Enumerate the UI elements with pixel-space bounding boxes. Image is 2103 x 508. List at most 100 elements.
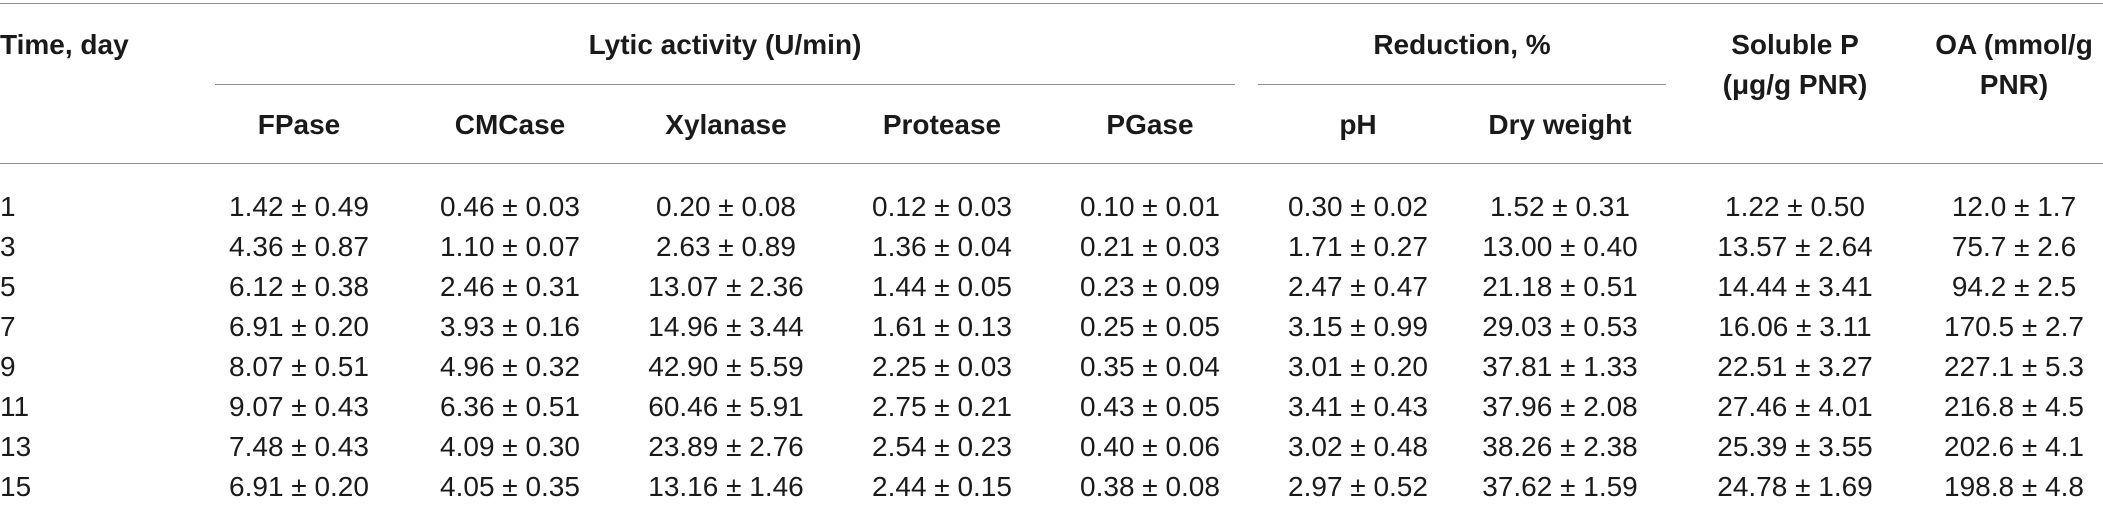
soluble-p-cell: 25.39 ± 3.55 xyxy=(1717,431,1873,462)
header-lytic-activity: Lytic activity (U/min) xyxy=(588,29,862,60)
header-reduction: Reduction, % xyxy=(1373,29,1551,60)
reduction-group-rule xyxy=(1258,84,1666,85)
pgase-cell: 0.43 ± 0.05 xyxy=(1080,391,1220,422)
xylanase-cell: 60.46 ± 5.91 xyxy=(648,391,804,422)
header-protease: Protease xyxy=(882,109,1002,140)
cmcase-cell: 1.10 ± 0.07 xyxy=(440,231,580,262)
dry-weight-cell: 37.81 ± 1.33 xyxy=(1482,351,1638,382)
protease-cell: 2.44 ± 0.15 xyxy=(872,471,1012,502)
header-xylanase: Xylanase xyxy=(665,109,787,140)
header-ph: pH xyxy=(1339,109,1377,140)
soluble-p-cell: 22.51 ± 3.27 xyxy=(1717,351,1873,382)
time-cell: 9 xyxy=(0,351,16,382)
ph-cell: 2.97 ± 0.52 xyxy=(1288,471,1428,502)
header-soluble-p-line2: (μg/g PNR) xyxy=(1722,69,1868,100)
time-cell: 11 xyxy=(0,391,30,422)
cmcase-cell: 4.09 ± 0.30 xyxy=(440,431,580,462)
fpase-cell: 6.12 ± 0.38 xyxy=(229,271,369,302)
time-cell: 5 xyxy=(0,271,16,302)
oa-cell: 198.8 ± 4.8 xyxy=(1944,471,2084,502)
pgase-cell: 0.35 ± 0.04 xyxy=(1080,351,1220,382)
xylanase-cell: 13.07 ± 2.36 xyxy=(648,271,804,302)
time-cell: 1 xyxy=(0,191,16,222)
time-cell: 15 xyxy=(0,471,32,502)
ph-cell: 0.30 ± 0.02 xyxy=(1288,191,1428,222)
time-cell: 7 xyxy=(0,311,16,342)
protease-cell: 1.61 ± 0.13 xyxy=(872,311,1012,342)
header-oa-line2: PNR) xyxy=(1979,69,2049,100)
oa-cell: 94.2 ± 2.5 xyxy=(1951,271,2077,302)
header-soluble-p-line1: Soluble P xyxy=(1731,29,1859,60)
fpase-cell: 1.42 ± 0.49 xyxy=(229,191,369,222)
dry-weight-cell: 21.18 ± 0.51 xyxy=(1482,271,1638,302)
time-cell: 3 xyxy=(0,231,16,262)
dry-weight-cell: 13.00 ± 0.40 xyxy=(1482,231,1638,262)
fpase-cell: 6.91 ± 0.20 xyxy=(229,471,369,502)
cmcase-cell: 3.93 ± 0.16 xyxy=(440,311,580,342)
xylanase-cell: 42.90 ± 5.59 xyxy=(648,351,804,382)
soluble-p-cell: 1.22 ± 0.50 xyxy=(1725,191,1865,222)
ph-cell: 2.47 ± 0.47 xyxy=(1288,271,1428,302)
cmcase-cell: 0.46 ± 0.03 xyxy=(440,191,580,222)
protease-cell: 2.75 ± 0.21 xyxy=(872,391,1012,422)
xylanase-cell: 0.20 ± 0.08 xyxy=(656,191,796,222)
protease-cell: 1.44 ± 0.05 xyxy=(872,271,1012,302)
oa-cell: 170.5 ± 2.7 xyxy=(1944,311,2084,342)
protease-cell: 1.36 ± 0.04 xyxy=(872,231,1012,262)
header-time: Time, day xyxy=(0,29,129,60)
soluble-p-cell: 24.78 ± 1.69 xyxy=(1717,471,1873,502)
header-bottom-rule xyxy=(0,163,2103,164)
dry-weight-cell: 1.52 ± 0.31 xyxy=(1490,191,1630,222)
ph-cell: 3.02 ± 0.48 xyxy=(1288,431,1428,462)
header-dry-weight: Dry weight xyxy=(1488,109,1632,140)
soluble-p-cell: 13.57 ± 2.64 xyxy=(1717,231,1873,262)
oa-cell: 227.1 ± 5.3 xyxy=(1944,351,2084,382)
header-oa: OA (mmol/g PNR) xyxy=(1925,25,2103,105)
pgase-cell: 0.25 ± 0.05 xyxy=(1080,311,1220,342)
ph-cell: 3.41 ± 0.43 xyxy=(1288,391,1428,422)
header-soluble-p: Soluble P (μg/g PNR) xyxy=(1670,25,1920,105)
protease-cell: 2.54 ± 0.23 xyxy=(872,431,1012,462)
cmcase-cell: 4.05 ± 0.35 xyxy=(440,471,580,502)
dry-weight-cell: 37.96 ± 2.08 xyxy=(1482,391,1638,422)
header-oa-line1: OA (mmol/g xyxy=(1935,29,2093,60)
soluble-p-cell: 16.06 ± 3.11 xyxy=(1718,311,1872,342)
ph-cell: 3.01 ± 0.20 xyxy=(1288,351,1428,382)
time-cell: 13 xyxy=(0,431,32,462)
pgase-cell: 0.40 ± 0.06 xyxy=(1080,431,1220,462)
xylanase-cell: 14.96 ± 3.44 xyxy=(648,311,804,342)
header-fpase: FPase xyxy=(257,109,341,140)
fpase-cell: 9.07 ± 0.43 xyxy=(229,391,369,422)
oa-cell: 202.6 ± 4.1 xyxy=(1944,431,2084,462)
oa-cell: 216.8 ± 4.5 xyxy=(1944,391,2084,422)
ph-cell: 3.15 ± 0.99 xyxy=(1288,311,1428,342)
cmcase-cell: 4.96 ± 0.32 xyxy=(440,351,580,382)
protease-cell: 0.12 ± 0.03 xyxy=(872,191,1012,222)
pgase-cell: 0.23 ± 0.09 xyxy=(1080,271,1220,302)
lytic-group-rule xyxy=(215,84,1235,85)
xylanase-cell: 13.16 ± 1.46 xyxy=(648,471,804,502)
fpase-cell: 7.48 ± 0.43 xyxy=(229,431,369,462)
dry-weight-cell: 29.03 ± 0.53 xyxy=(1482,311,1638,342)
oa-cell: 75.7 ± 2.6 xyxy=(1951,231,2077,262)
protease-cell: 2.25 ± 0.03 xyxy=(872,351,1012,382)
ph-cell: 1.71 ± 0.27 xyxy=(1288,231,1428,262)
pgase-cell: 0.21 ± 0.03 xyxy=(1080,231,1220,262)
dry-weight-cell: 37.62 ± 1.59 xyxy=(1482,471,1638,502)
pgase-cell: 0.10 ± 0.01 xyxy=(1080,191,1220,222)
fpase-cell: 6.91 ± 0.20 xyxy=(229,311,369,342)
soluble-p-cell: 14.44 ± 3.41 xyxy=(1717,271,1873,302)
dry-weight-cell: 38.26 ± 2.38 xyxy=(1482,431,1638,462)
pgase-cell: 0.38 ± 0.08 xyxy=(1080,471,1220,502)
cmcase-cell: 6.36 ± 0.51 xyxy=(440,391,580,422)
fpase-cell: 8.07 ± 0.51 xyxy=(229,351,369,382)
fpase-cell: 4.36 ± 0.87 xyxy=(229,231,369,262)
soluble-p-cell: 27.46 ± 4.01 xyxy=(1717,391,1873,422)
xylanase-cell: 23.89 ± 2.76 xyxy=(648,431,804,462)
header-pgase: PGase xyxy=(1106,109,1194,140)
cmcase-cell: 2.46 ± 0.31 xyxy=(440,271,580,302)
header-cmcase: CMCase xyxy=(454,109,566,140)
xylanase-cell: 2.63 ± 0.89 xyxy=(656,231,796,262)
oa-cell: 12.0 ± 1.7 xyxy=(1951,191,2077,222)
top-rule xyxy=(0,3,2103,4)
